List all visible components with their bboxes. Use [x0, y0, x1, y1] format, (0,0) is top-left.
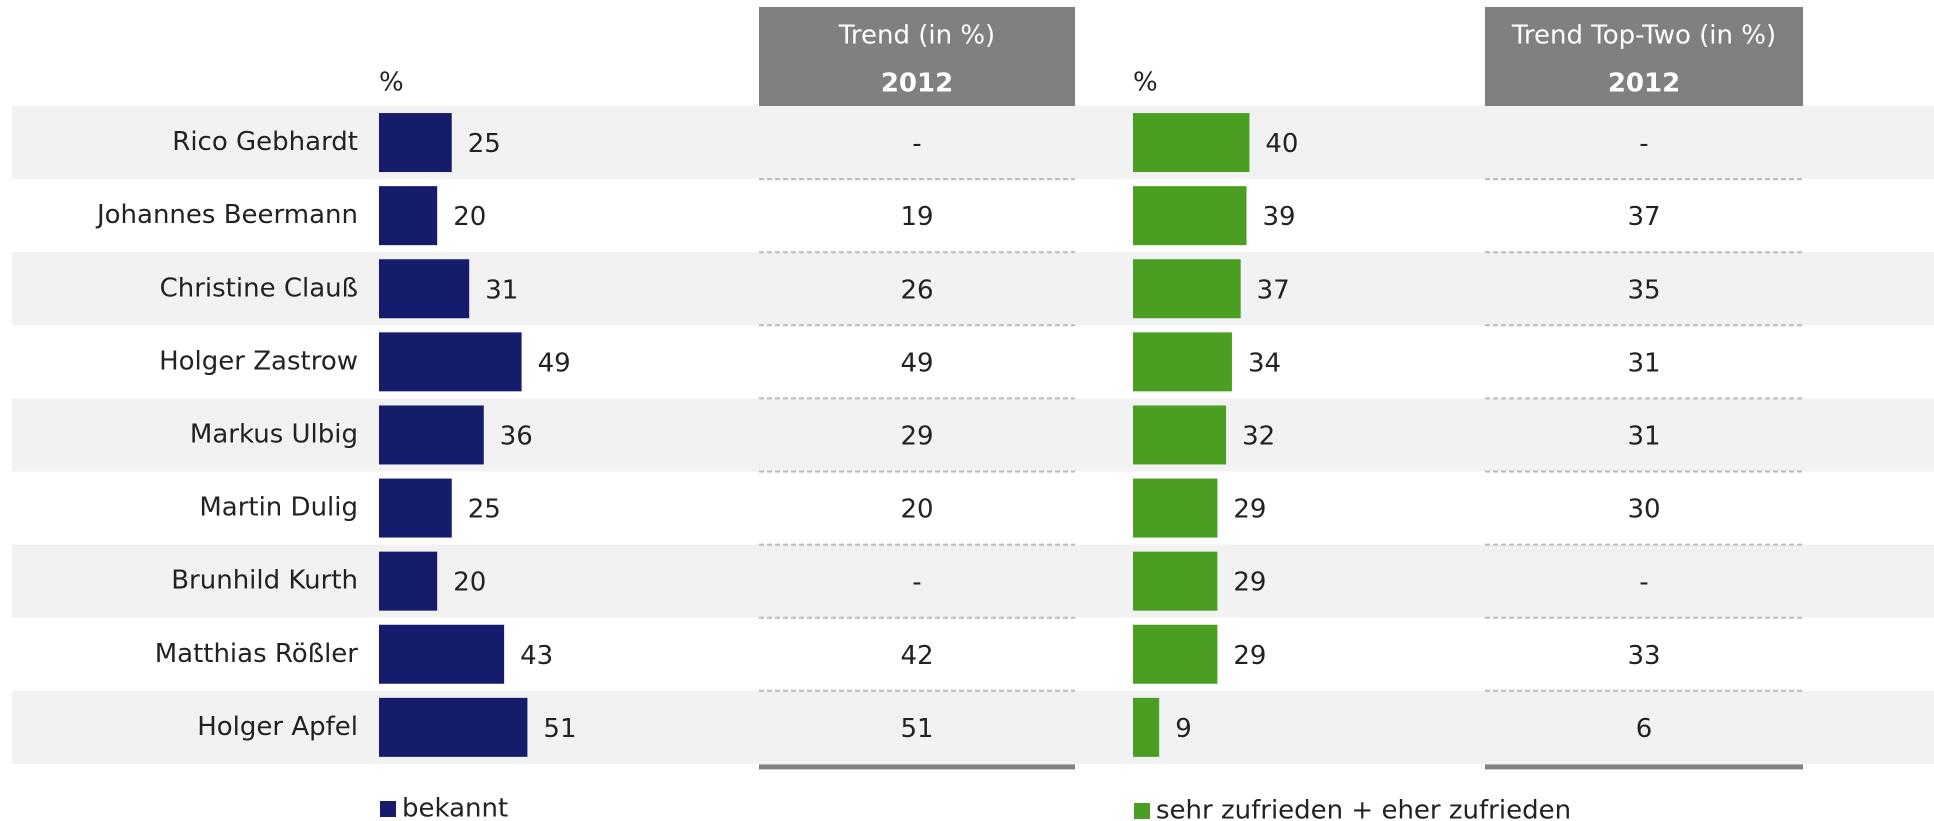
trend-value: 33: [1627, 641, 1660, 671]
bar: [379, 113, 452, 173]
trend-value: 42: [900, 641, 933, 671]
bar: [379, 624, 505, 684]
bar: [1133, 186, 1247, 246]
value-label: 39: [1262, 202, 1295, 232]
row-band: [12, 398, 1934, 472]
trend-value: -: [1639, 129, 1648, 159]
value-label: 29: [1233, 495, 1266, 525]
trend-value: 30: [1627, 495, 1660, 525]
legend-label: bekannt: [402, 794, 508, 821]
trend-value: 35: [1627, 275, 1660, 305]
trend-value: 51: [900, 714, 933, 744]
value-label: 31: [485, 275, 518, 305]
legend-label: sehr zufrieden + eher zufrieden: [1156, 796, 1571, 821]
bar: [379, 478, 452, 538]
bar: [379, 259, 470, 319]
bar: [379, 405, 484, 465]
value-label: 25: [468, 129, 501, 159]
trend-value: -: [912, 129, 921, 159]
trend-value: 26: [900, 275, 933, 305]
bar: [1133, 624, 1218, 684]
trend-value: 31: [1627, 348, 1660, 378]
value-label: 25: [468, 495, 501, 525]
row-band: [12, 106, 1934, 180]
category-label: Holger Apfel: [197, 712, 358, 742]
value-label: 32: [1242, 421, 1275, 451]
value-label: 29: [1233, 641, 1266, 671]
trend-header-year: 2012: [881, 69, 953, 99]
bar: [1133, 697, 1160, 757]
value-label: 20: [453, 202, 486, 232]
unit-label: %: [1133, 68, 1158, 98]
trend-value: 37: [1627, 202, 1660, 232]
legend-swatch: [380, 801, 396, 817]
value-label: 29: [1233, 568, 1266, 598]
bar: [379, 697, 528, 757]
trend-header: [759, 7, 1075, 106]
legend-swatch: [1134, 803, 1150, 819]
bar: [1133, 332, 1232, 392]
value-label: 9: [1175, 714, 1192, 744]
category-label: Martin Dulig: [199, 493, 358, 523]
category-label: Markus Ulbig: [190, 419, 358, 449]
trend-value: -: [1639, 568, 1648, 598]
value-label: 20: [453, 568, 486, 598]
trend-value: 20: [900, 495, 933, 525]
value-label: 51: [543, 714, 576, 744]
bar: [379, 551, 438, 611]
trend-value: 19: [900, 202, 933, 232]
value-label: 36: [500, 421, 533, 451]
value-label: 49: [538, 348, 571, 378]
trend-value: -: [912, 568, 921, 598]
category-label: Johannes Beermann: [95, 200, 358, 230]
trend-header: [1485, 7, 1803, 106]
trend-header-year: 2012: [1608, 69, 1680, 99]
category-label: Brunhild Kurth: [171, 566, 358, 596]
bar: [1133, 478, 1218, 538]
value-label: 43: [520, 641, 553, 671]
unit-label: %: [379, 68, 404, 98]
value-label: 34: [1248, 348, 1281, 378]
category-label: Holger Zastrow: [159, 346, 358, 376]
value-label: 40: [1265, 129, 1298, 159]
trend-value: 31: [1627, 421, 1660, 451]
row-band: [12, 690, 1934, 764]
trend-header-title: Trend Top-Two (in %): [1511, 21, 1776, 51]
trend-value: 6: [1636, 714, 1653, 744]
trend-header-title: Trend (in %): [838, 21, 995, 51]
row-band: [12, 544, 1934, 618]
bar: [379, 186, 438, 246]
category-label: Rico Gebhardt: [172, 127, 358, 157]
bar: [1133, 551, 1218, 611]
trend-value: 49: [900, 348, 933, 378]
value-label: 37: [1257, 275, 1290, 305]
row-band: [12, 252, 1934, 326]
category-label: Christine Clauß: [160, 273, 358, 303]
category-label: Matthias Rößler: [155, 639, 359, 669]
bar: [379, 332, 522, 392]
bar: [1133, 405, 1227, 465]
bar: [1133, 113, 1250, 173]
trend-value: 29: [900, 421, 933, 451]
bar: [1133, 259, 1241, 319]
